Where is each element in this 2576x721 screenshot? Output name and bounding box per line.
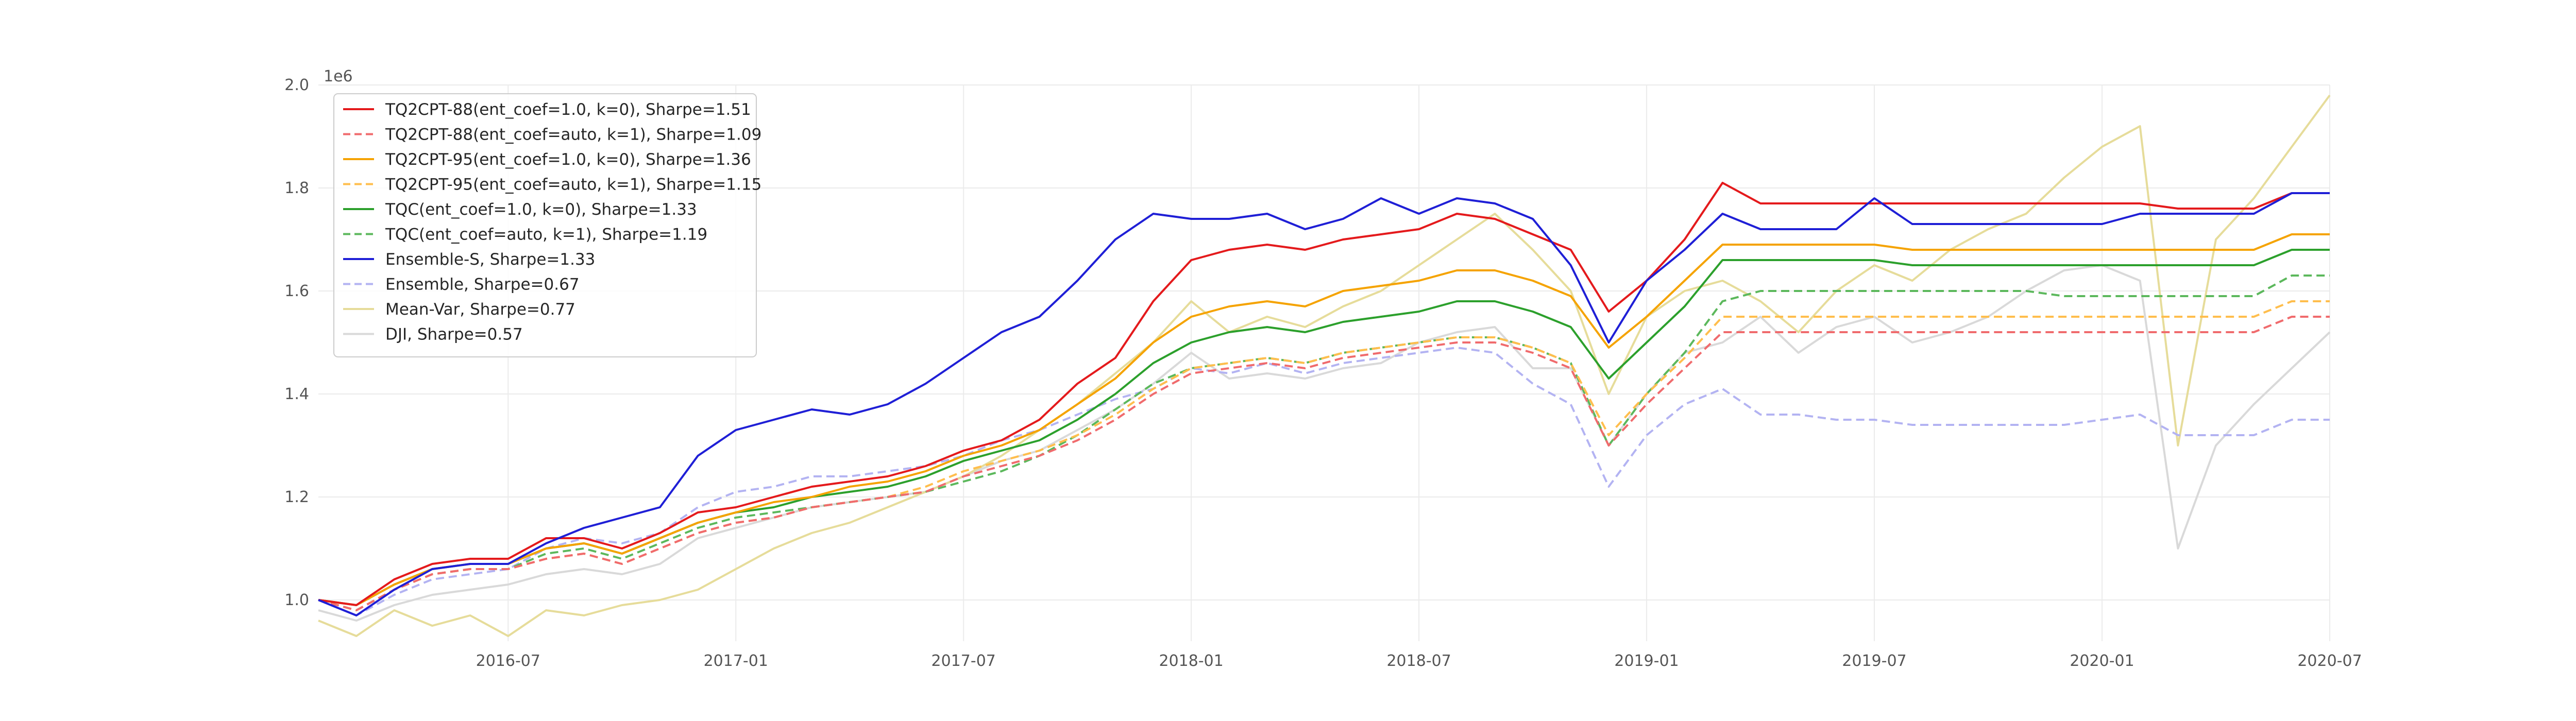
x-tick-label: 2019-01 (1614, 652, 1679, 670)
legend-entry: TQC(ent_coef=auto, k=1), Sharpe=1.19 (385, 226, 707, 244)
legend-entry: TQ2CPT-88(ent_coef=1.0, k=0), Sharpe=1.5… (385, 100, 751, 119)
series-line (318, 264, 2331, 622)
y-offset-label: 1e6 (324, 67, 353, 85)
x-axis: 2016-07 2017-01 2017-07 2018-01 2018-07 2019-… (476, 652, 2362, 670)
x-tick-label: 2020-07 (2297, 652, 2362, 670)
y-tick-label: 1.4 (284, 385, 309, 403)
legend-box (333, 93, 757, 357)
x-tick-label: 2016-07 (476, 652, 540, 670)
series-line (318, 233, 2330, 606)
series-line (318, 94, 2331, 637)
series-line (318, 347, 2330, 616)
legend-entry: TQ2CPT-95(ent_coef=auto, k=1), Sharpe=1.… (385, 176, 761, 194)
x-tick-label: 2018-07 (1386, 652, 1451, 670)
series-line (318, 182, 2330, 606)
series-layer (318, 94, 2331, 637)
y-tick-label: 1.2 (284, 488, 309, 506)
x-tick-label: 2020-01 (2070, 652, 2134, 670)
legend-entry: DJI, Sharpe=0.57 (385, 325, 523, 344)
legend-entry: Ensemble, Sharpe=0.67 (385, 276, 580, 294)
y-tick-label: 1.8 (284, 179, 309, 197)
legend-entry: TQC(ent_coef=1.0, k=0), Sharpe=1.33 (385, 200, 697, 219)
legend-entry: TQ2CPT-88(ent_coef=auto, k=1), Sharpe=1.… (385, 126, 761, 144)
y-tick-label: 1.0 (284, 591, 309, 609)
x-tick-label: 2017-01 (704, 652, 768, 670)
x-tick-label: 2019-07 (1842, 652, 1906, 670)
x-tick-label: 2018-01 (1159, 652, 1224, 670)
y-tick-label: 1.6 (284, 282, 309, 300)
x-tick-label: 2017-07 (931, 652, 996, 670)
grid (318, 84, 2330, 641)
legend-entry: Mean-Var, Sharpe=0.77 (385, 300, 575, 319)
y-tick-label: 2.0 (284, 76, 309, 94)
legend-entry: Ensemble-S, Sharpe=1.33 (385, 250, 595, 269)
series-line (318, 192, 2330, 616)
legend-entry: TQ2CPT-95(ent_coef=1.0, k=0), Sharpe=1.3… (385, 150, 751, 169)
y-axis: 1.0 1.2 1.4 1.6 1.8 2.0 (284, 76, 309, 609)
series-line (318, 316, 2330, 611)
legend: TQ2CPT-88(ent_coef=1.0, k=0), Sharpe=1.5… (333, 93, 761, 357)
